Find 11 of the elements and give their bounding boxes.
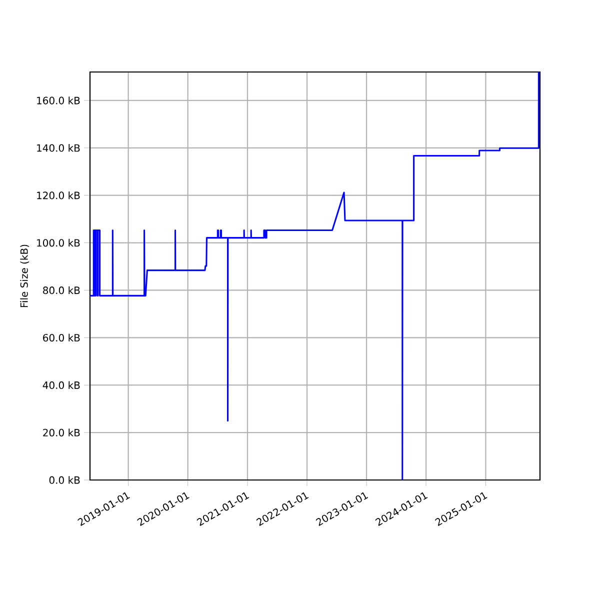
y-tick-label: 40.0 kB <box>42 381 80 389</box>
y-tick-label: 60.0 kB <box>43 334 80 342</box>
y-tick-label: 160.0 kB <box>37 96 80 104</box>
y-tick-label: 100.0 kB <box>37 238 80 247</box>
y-tick-label: 80.0 kB <box>43 286 80 294</box>
y-tick-label: 140.0 kB <box>37 144 80 152</box>
line-series <box>90 72 540 480</box>
y-tick-label: 20.0 kB <box>43 428 80 436</box>
y-axis-title: File Size (kB) <box>20 244 30 308</box>
y-tick-label: 120.0 kB <box>37 191 80 200</box>
y-tick-label: 0.0 kB <box>49 476 80 484</box>
